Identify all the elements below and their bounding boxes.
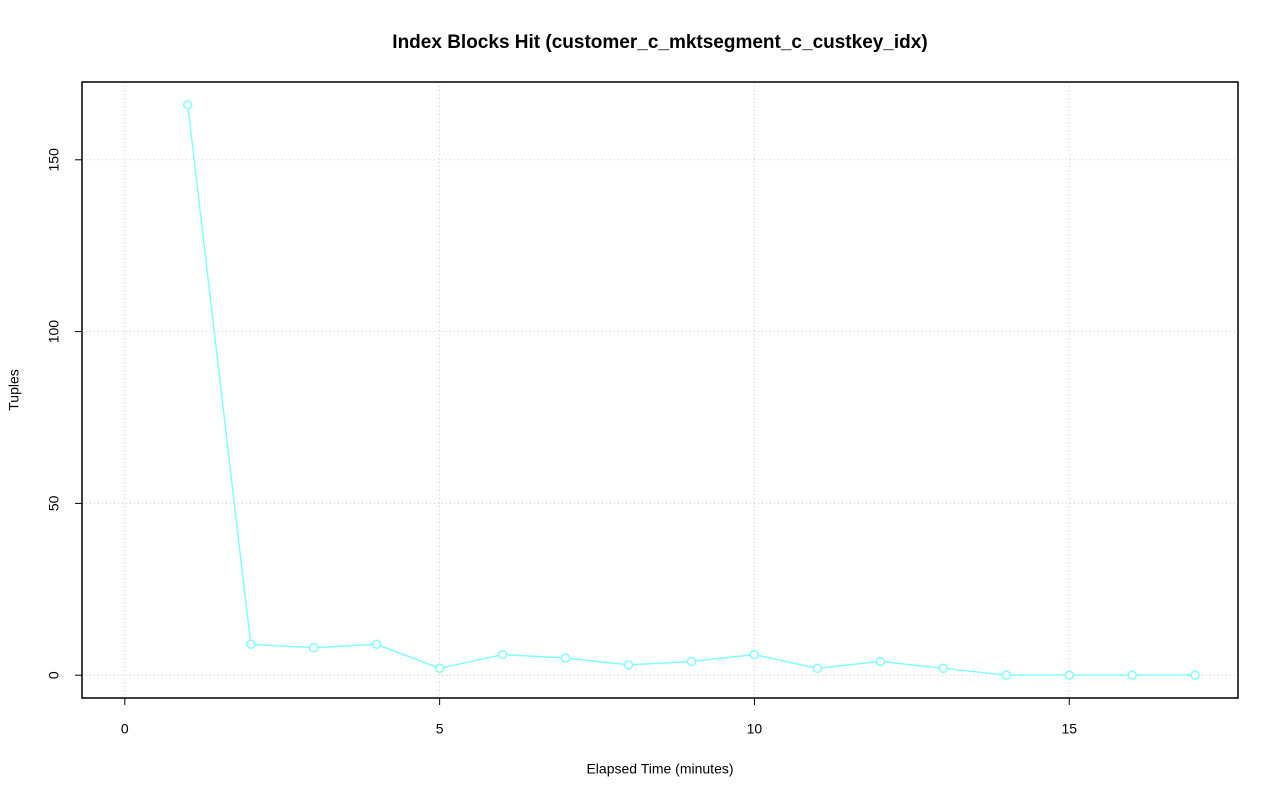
data-point <box>1190 670 1200 680</box>
data-point <box>183 100 193 110</box>
data-point <box>875 656 886 667</box>
data-point <box>434 663 445 674</box>
data-point <box>623 660 634 670</box>
data-point <box>1127 670 1137 680</box>
data-point <box>938 663 949 674</box>
data-point <box>308 642 319 653</box>
x-tick-label: 15 <box>1061 721 1077 737</box>
y-tick-label: 100 <box>46 320 62 344</box>
data-point <box>1001 670 1012 680</box>
data-point <box>371 639 382 650</box>
data-point <box>749 649 760 660</box>
y-tick-label: 150 <box>46 148 62 172</box>
data-point <box>1064 670 1075 680</box>
data-line <box>187 104 1196 676</box>
x-tick-label: 0 <box>121 721 129 737</box>
x-tick-label: 10 <box>747 721 763 737</box>
data-point <box>245 639 256 650</box>
y-tick-label: 0 <box>46 671 62 679</box>
chart-title: Index Blocks Hit (customer_c_mktsegment_… <box>392 32 927 53</box>
data-point <box>812 663 823 674</box>
data-point <box>686 656 697 667</box>
x-tick-label: 5 <box>436 721 444 737</box>
y-tick-label: 50 <box>46 495 62 511</box>
data-point <box>497 649 508 660</box>
data-point <box>560 653 571 663</box>
plot-frame <box>81 81 1239 699</box>
x-axis-label: Elapsed Time (minutes) <box>586 761 733 777</box>
y-axis-label: Tuples <box>6 369 22 411</box>
